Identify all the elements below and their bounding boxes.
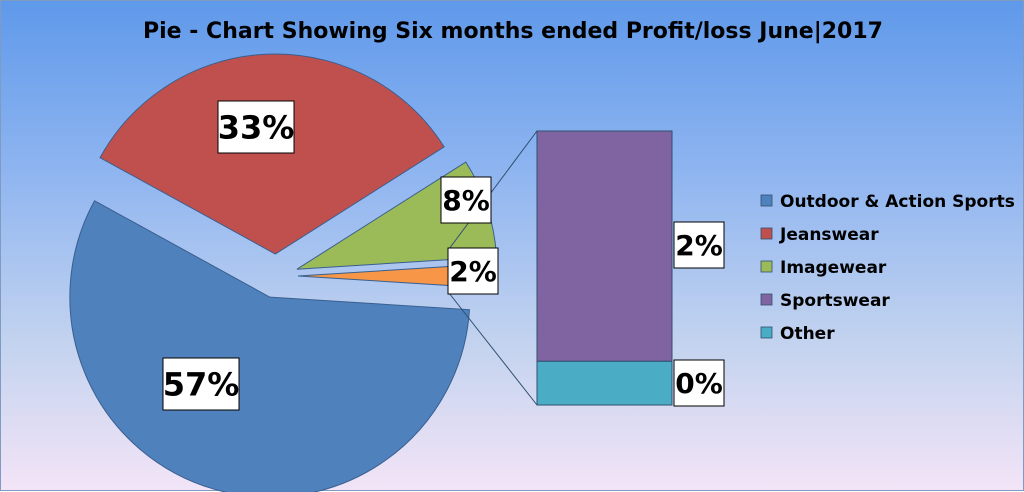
legend-item-other: Other: [780, 324, 835, 344]
legend-swatch-jeanswear: [760, 227, 773, 240]
pie-label-box: [440, 176, 492, 224]
pie-data-label: 8%: [442, 184, 490, 217]
pie-slice-outdoor: [69, 200, 470, 492]
legend-item-outdoor-action-sports: Outdoor & Action Sports: [780, 192, 1015, 212]
legend-swatch-sportswear: [760, 293, 773, 306]
bar-data-label: 2%: [675, 229, 723, 262]
legend-swatch-imagewear: [760, 260, 773, 273]
connector-line-bottom: [448, 292, 538, 406]
pie-label-box: [447, 247, 499, 295]
connector-lines: [448, 130, 538, 406]
pie-data-label: 2%: [449, 255, 497, 288]
legend-item-imagewear: Imagewear: [780, 258, 887, 278]
secondary-bar-group: [536, 130, 673, 406]
bar-segment-sportswear: [536, 130, 673, 362]
bar-data-label: 0%: [675, 367, 723, 400]
legend-item-sportswear: Sportswear: [780, 291, 890, 311]
bar-label-box: [673, 359, 725, 407]
pie-label-box: [162, 357, 240, 411]
chart-title: Pie - Chart Showing Six months ended Pro…: [143, 19, 883, 44]
legend-swatch-other: [760, 326, 773, 339]
pie-data-label: 33%: [218, 109, 295, 147]
data-labels: 57% 33% 8% 2% 2% 0%: [162, 100, 725, 411]
legend-item-jeanswear: Jeanswear: [779, 225, 879, 245]
bar-label-box: [673, 221, 725, 269]
legend: Outdoor & Action Sports Jeanswear Imagewea…: [760, 192, 1015, 344]
pie-data-label: 57%: [163, 366, 240, 404]
connector-line-top: [448, 130, 538, 250]
pie-slice-jeanswear: [99, 53, 445, 255]
bar-segment-other: [536, 360, 673, 406]
pie-label-box: [217, 100, 295, 154]
legend-swatch-outdoor-action-sports: [760, 194, 773, 207]
